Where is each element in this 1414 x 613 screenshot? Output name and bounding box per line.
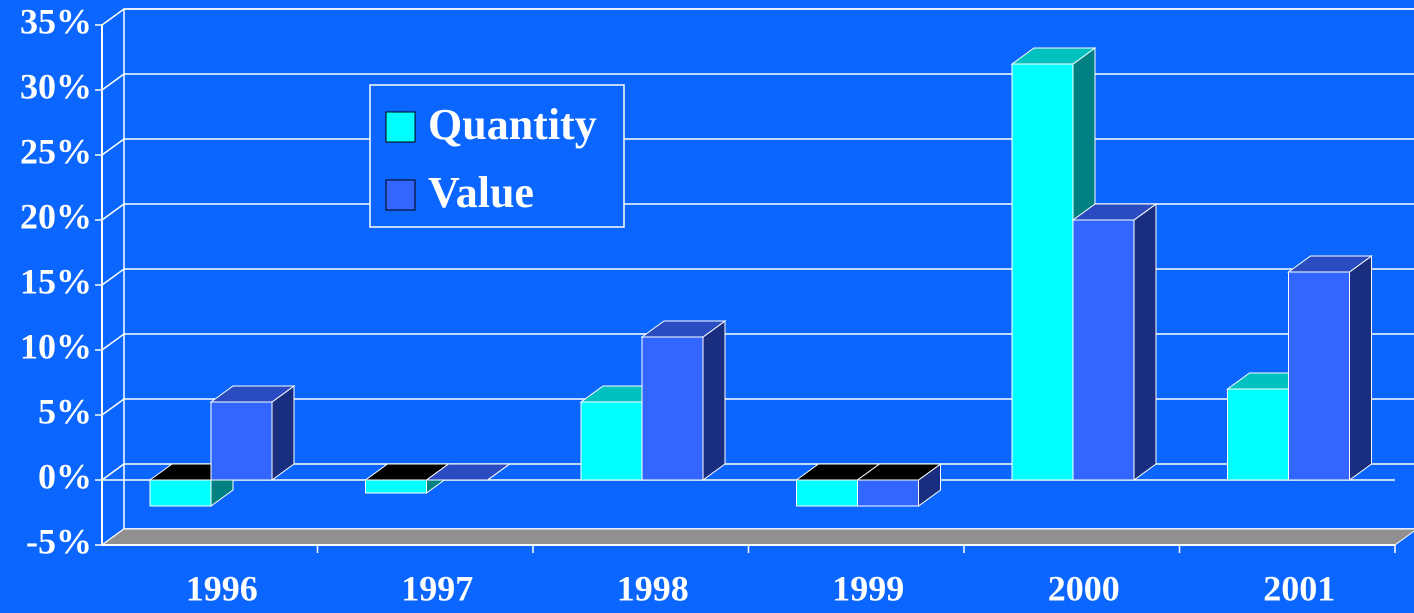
bar-front	[1227, 388, 1289, 481]
grid-line	[101, 463, 125, 481]
grid-line	[101, 203, 125, 221]
y-tick-label: 30%	[20, 66, 92, 106]
grid-line	[101, 398, 125, 416]
bar-top	[209, 385, 296, 403]
bar-front	[1288, 271, 1350, 481]
x-tick-label: 1997	[401, 568, 473, 608]
y-tick-label: 5%	[38, 391, 92, 431]
y-tick-label: 25%	[20, 131, 92, 171]
bar	[855, 463, 943, 507]
bar-top	[1010, 47, 1097, 65]
bar-front	[210, 401, 273, 481]
bar-top	[855, 463, 943, 481]
bar-front	[1072, 219, 1135, 481]
grid-line	[101, 333, 125, 351]
bar-top	[424, 463, 512, 481]
y-tick-label: 20%	[20, 196, 92, 236]
grid-line	[101, 73, 125, 91]
bar-side	[1349, 255, 1372, 481]
bar-front	[149, 479, 212, 507]
bar-front	[1011, 63, 1074, 481]
floor	[100, 528, 1414, 546]
bar-top	[640, 320, 727, 338]
grid-line	[101, 8, 125, 26]
legend-swatch	[385, 179, 416, 211]
x-tick-label: 2001	[1263, 568, 1335, 608]
bar-front	[796, 479, 858, 507]
grid-line	[101, 268, 125, 286]
bar	[640, 320, 727, 481]
x-tick-label: 2000	[1048, 568, 1120, 608]
y-tick-label: 10%	[20, 326, 92, 366]
y-tick-label: 35%	[20, 1, 92, 41]
bar-side	[1133, 203, 1157, 481]
bar-top	[1071, 203, 1158, 221]
legend-swatch	[385, 111, 416, 143]
legend-label: Quantity	[428, 100, 597, 149]
bar	[424, 463, 512, 481]
grid-line	[101, 138, 125, 156]
y-tick-label: 0%	[38, 456, 92, 496]
y-tick-label: -5%	[26, 521, 92, 561]
bar-front	[365, 479, 427, 494]
y-tick-label: 15%	[20, 261, 92, 301]
bar-side	[702, 320, 726, 481]
legend: Quantity Value	[369, 84, 625, 228]
x-tick-label: 1996	[186, 568, 258, 608]
bar	[1071, 203, 1158, 481]
bar-top	[1286, 255, 1374, 273]
legend-label: Value	[428, 168, 534, 217]
bar-front	[857, 479, 919, 507]
bar-front	[580, 401, 643, 481]
bar	[1286, 255, 1374, 481]
x-tick-label: 1999	[832, 568, 904, 608]
bar	[209, 385, 296, 481]
bar-front	[641, 336, 704, 481]
x-tick-label: 1998	[617, 568, 689, 608]
